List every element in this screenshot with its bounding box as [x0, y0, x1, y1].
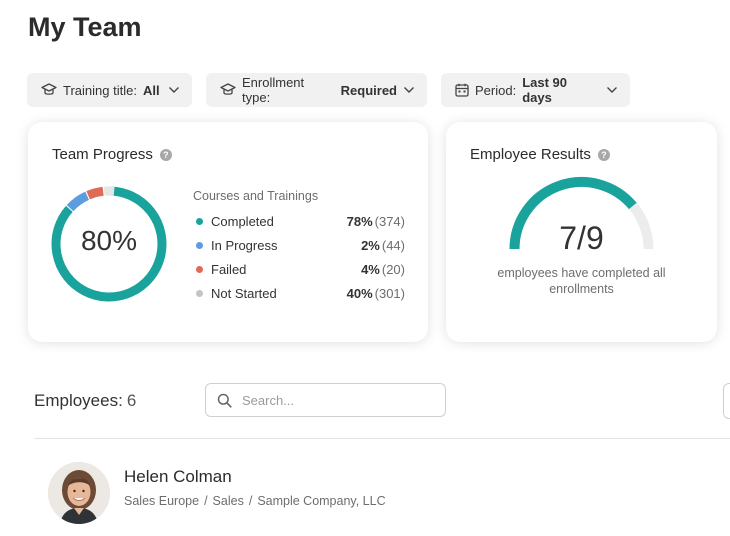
legend-dot — [196, 265, 203, 273]
donut-segment-failed — [86, 186, 104, 200]
calendar-icon — [455, 83, 469, 97]
results-gauge — [509, 177, 654, 250]
donut-segment-completed — [51, 186, 167, 302]
legend-dot — [196, 217, 203, 225]
path-separator: / — [248, 494, 253, 508]
legend-percent: 2% — [361, 237, 380, 253]
filter-label: Period: — [475, 82, 517, 98]
results-value: 7/9 — [559, 220, 604, 256]
filter-label: Enrollment type: — [242, 75, 305, 105]
more-filters-button[interactable] — [723, 383, 730, 419]
search-box[interactable] — [205, 383, 446, 417]
legend-title: Courses and Trainings — [193, 189, 319, 203]
filter-value: All — [142, 82, 160, 98]
help-icon[interactable]: ? — [159, 148, 172, 161]
legend-label: In Progress — [211, 237, 278, 253]
legend-label: Failed — [211, 261, 247, 277]
employee-org-path: Sales Europe / Sales / Sample Company, LLC — [124, 494, 386, 508]
card-title: Employee Results ? — [470, 146, 610, 163]
legend-count: (44) — [381, 237, 405, 253]
employees-count: 6 — [126, 391, 137, 410]
card-title: Team Progress ? — [52, 146, 172, 163]
divider — [34, 438, 730, 439]
employees-header: Employees: 6 — [34, 391, 136, 411]
avatar[interactable] — [48, 462, 110, 524]
org-unit: Sales Europe — [124, 494, 200, 508]
legend-item-in-progress: In Progress 2% (44) — [196, 237, 405, 253]
org-unit: Sales — [212, 494, 244, 508]
gauge-fill — [509, 177, 637, 250]
chevron-down-icon — [404, 87, 414, 93]
team-progress-card: Team Progress ? 80% Courses and Training… — [28, 122, 428, 342]
legend-dot — [196, 289, 203, 297]
org-unit: Sample Company, LLC — [257, 494, 386, 508]
chevron-down-icon — [607, 87, 617, 93]
help-icon[interactable]: ? — [597, 148, 610, 161]
employee-results-title: Employee Results — [470, 146, 591, 163]
search-icon — [217, 393, 232, 408]
period-filter[interactable]: Period: Last 90 days — [441, 73, 630, 107]
graduation-cap-icon — [220, 83, 236, 95]
donut-center-value: 80% — [80, 225, 138, 256]
legend-count: (301) — [374, 285, 405, 301]
employee-name[interactable]: Helen Colman — [124, 467, 232, 486]
results-caption: employees have completed all enrollments — [497, 266, 666, 296]
legend-percent: 78% — [346, 213, 373, 229]
team-progress-title: Team Progress — [52, 146, 153, 163]
filter-label: Training title: — [63, 82, 137, 98]
chevron-down-icon — [169, 87, 179, 93]
employees-label: Employees: — [34, 391, 123, 410]
legend-percent: 40% — [346, 285, 373, 301]
enrollment-type-filter[interactable]: Enrollment type: Required — [206, 73, 427, 107]
employee-results-card: Employee Results ? 7/9 employees have co… — [446, 122, 717, 342]
legend-dot — [196, 241, 203, 249]
filter-value: Last 90 days — [522, 75, 568, 105]
legend-percent: 4% — [361, 261, 380, 277]
legend-label: Not Started — [211, 285, 277, 301]
person-photo-icon — [48, 462, 110, 524]
path-separator: / — [204, 494, 208, 508]
progress-donut — [51, 186, 167, 302]
graduation-cap-icon — [41, 83, 57, 95]
legend-item-failed: Failed 4% (20) — [196, 261, 405, 277]
search-input[interactable] — [240, 391, 424, 409]
page-title: My Team — [28, 12, 142, 42]
training-title-filter[interactable]: Training title: All — [27, 73, 192, 107]
filter-value: Required — [340, 82, 397, 98]
donut-segment-in-progress — [66, 191, 90, 212]
legend-count: (20) — [381, 261, 405, 277]
legend-label: Completed — [211, 213, 274, 229]
legend-item-not-started: Not Started 40% (301) — [196, 285, 405, 301]
legend-count: (374) — [374, 213, 405, 229]
legend-item-completed: Completed 78% (374) — [196, 213, 405, 229]
